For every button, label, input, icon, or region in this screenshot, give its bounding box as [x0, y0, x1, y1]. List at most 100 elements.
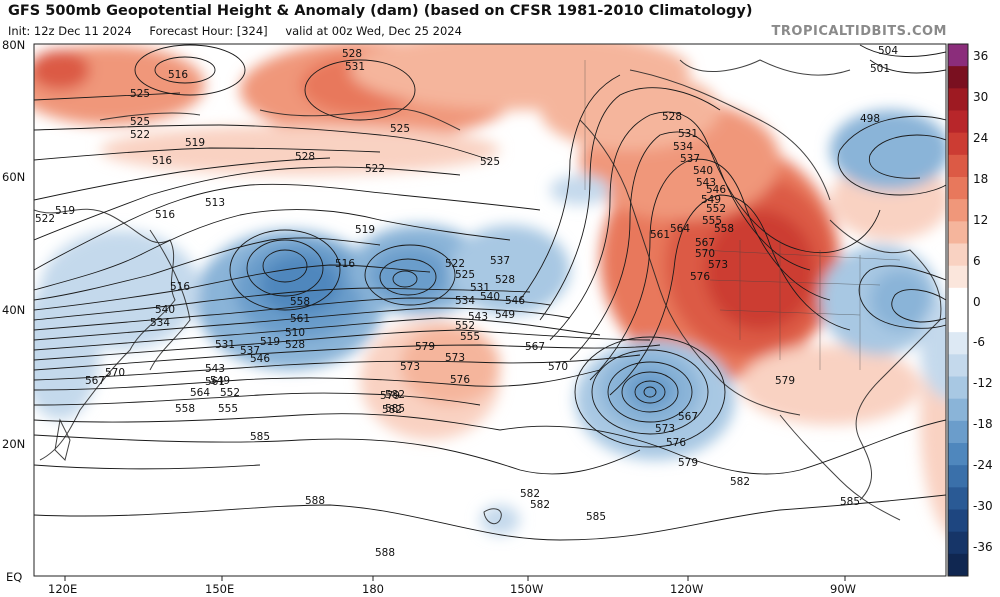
contour-label: 552: [455, 320, 475, 332]
contour-label: 531: [215, 339, 235, 351]
contour-label: 585: [250, 431, 270, 443]
colorbar-label: -12: [973, 376, 993, 391]
colorbar-swatch: [948, 265, 968, 289]
contour-label: 576: [450, 374, 470, 386]
contour-label: 585: [840, 496, 860, 508]
lon-label-150w: 150W: [510, 582, 544, 596]
colorbar-label: -18: [973, 417, 993, 432]
colorbar-swatch: [948, 221, 968, 244]
contour-label: 537: [240, 345, 260, 357]
contour-label: 546: [250, 353, 270, 365]
contour-label: 519: [55, 205, 75, 217]
state-borders: [584, 60, 901, 370]
colorbar-label: -6: [973, 335, 985, 350]
colorbar-frame: [947, 43, 969, 577]
contour-label: 558: [714, 223, 734, 235]
contour-label: 531: [345, 61, 365, 73]
lat-label-80n: 80N: [2, 38, 26, 52]
contour-label: 546: [706, 184, 726, 196]
contour-label: 579: [415, 341, 435, 353]
contour-label: 516: [152, 155, 172, 167]
contour-label: 555: [460, 331, 480, 343]
contour-label: 555: [702, 215, 722, 227]
colorbar-swatch: [948, 531, 968, 555]
contour-label: 558: [290, 296, 310, 308]
colorbar-swatch: [948, 88, 968, 111]
contour-label: 579: [775, 375, 795, 387]
colorbar-swatch: [948, 553, 968, 577]
colorbar-swatch: [948, 66, 968, 89]
contour-label: 522: [445, 258, 465, 270]
colorbar: [947, 43, 969, 577]
brand-watermark: TROPICALTIDBITS.COM: [771, 24, 947, 39]
coastlines: [34, 59, 942, 525]
contour-label: 525: [390, 123, 410, 135]
contour-label: 519: [185, 137, 205, 149]
colorbar-label: 30: [973, 89, 989, 104]
contour-label: 525: [130, 88, 150, 100]
colorbar-label: -24: [973, 458, 993, 473]
contour-label: 567: [678, 411, 698, 423]
contour-label: 588: [305, 495, 325, 507]
contour-label: 582: [530, 499, 550, 511]
contour-label: 534: [455, 295, 475, 307]
contour-label: 582: [382, 404, 402, 416]
contour-label: 567: [85, 375, 105, 387]
contour-label: 540: [480, 291, 500, 303]
lon-label-180: 180: [362, 582, 384, 596]
colorbar-swatch: [948, 332, 968, 355]
colorbar-label: 18: [973, 171, 989, 186]
lon-label-150e: 150E: [205, 582, 235, 596]
contour-label: 582: [730, 476, 750, 488]
colorbar-label: 12: [973, 212, 989, 227]
contour-label: 561: [650, 229, 670, 241]
contour-label: 543: [468, 311, 488, 323]
contour-label: 588: [375, 547, 395, 559]
contour-label: 570: [548, 361, 568, 373]
forecast-hour: Forecast Hour: [324]: [149, 24, 268, 38]
colorbar-swatch: [948, 376, 968, 400]
contour-label: 519: [355, 224, 375, 236]
map-frame: [33, 43, 947, 577]
lon-label-120e: 120E: [48, 582, 78, 596]
contour-label: 552: [220, 387, 240, 399]
colorbar-swatch: [948, 398, 968, 422]
contour-label: 516: [335, 258, 355, 270]
contour-label: 570: [105, 367, 125, 379]
lat-label-60n: 60N: [2, 170, 26, 184]
contour-label: 567: [525, 341, 545, 353]
contour-label: 552: [706, 203, 726, 215]
contour-label: 543: [696, 177, 716, 189]
contour-label: 522: [35, 213, 55, 225]
colorbar-label: -36: [973, 540, 993, 555]
contour-label: 537: [680, 153, 700, 165]
colorbar-swatch: [948, 443, 968, 466]
colorbar-swatch: [948, 243, 968, 267]
contour-label: 561: [205, 376, 225, 388]
contour-label: 573: [445, 352, 465, 364]
colorbar-label: 36: [973, 49, 989, 63]
contour-label: 525: [455, 269, 475, 281]
contour-label: 528: [295, 151, 315, 163]
lon-label-90w: 90W: [830, 582, 857, 596]
colorbar-swatch: [948, 465, 968, 488]
run-info: Init: 12z Dec 11 2024 Forecast Hour: [32…: [8, 24, 476, 38]
contour-label: 570: [695, 248, 715, 260]
colorbar-swatch: [948, 487, 968, 510]
contour-label: 561: [290, 313, 310, 325]
contour-label: 564: [190, 387, 210, 399]
contour-label: 543: [205, 363, 225, 375]
contour-label: 540: [155, 304, 175, 316]
contour-label: 525: [480, 156, 500, 168]
contour-label: 528: [285, 339, 305, 351]
contour-label: 546: [505, 295, 525, 307]
chart-title: GFS 500mb Geopotential Height & Anomaly …: [8, 3, 753, 19]
colorbar-label: 6: [973, 253, 981, 268]
contour-label: 531: [678, 128, 698, 140]
contour-label: 582: [520, 488, 540, 500]
contour-label: 528: [495, 274, 515, 286]
contour-label: 498: [860, 113, 880, 125]
contour-label: 522: [130, 129, 150, 141]
contour-label: 537: [490, 255, 510, 267]
